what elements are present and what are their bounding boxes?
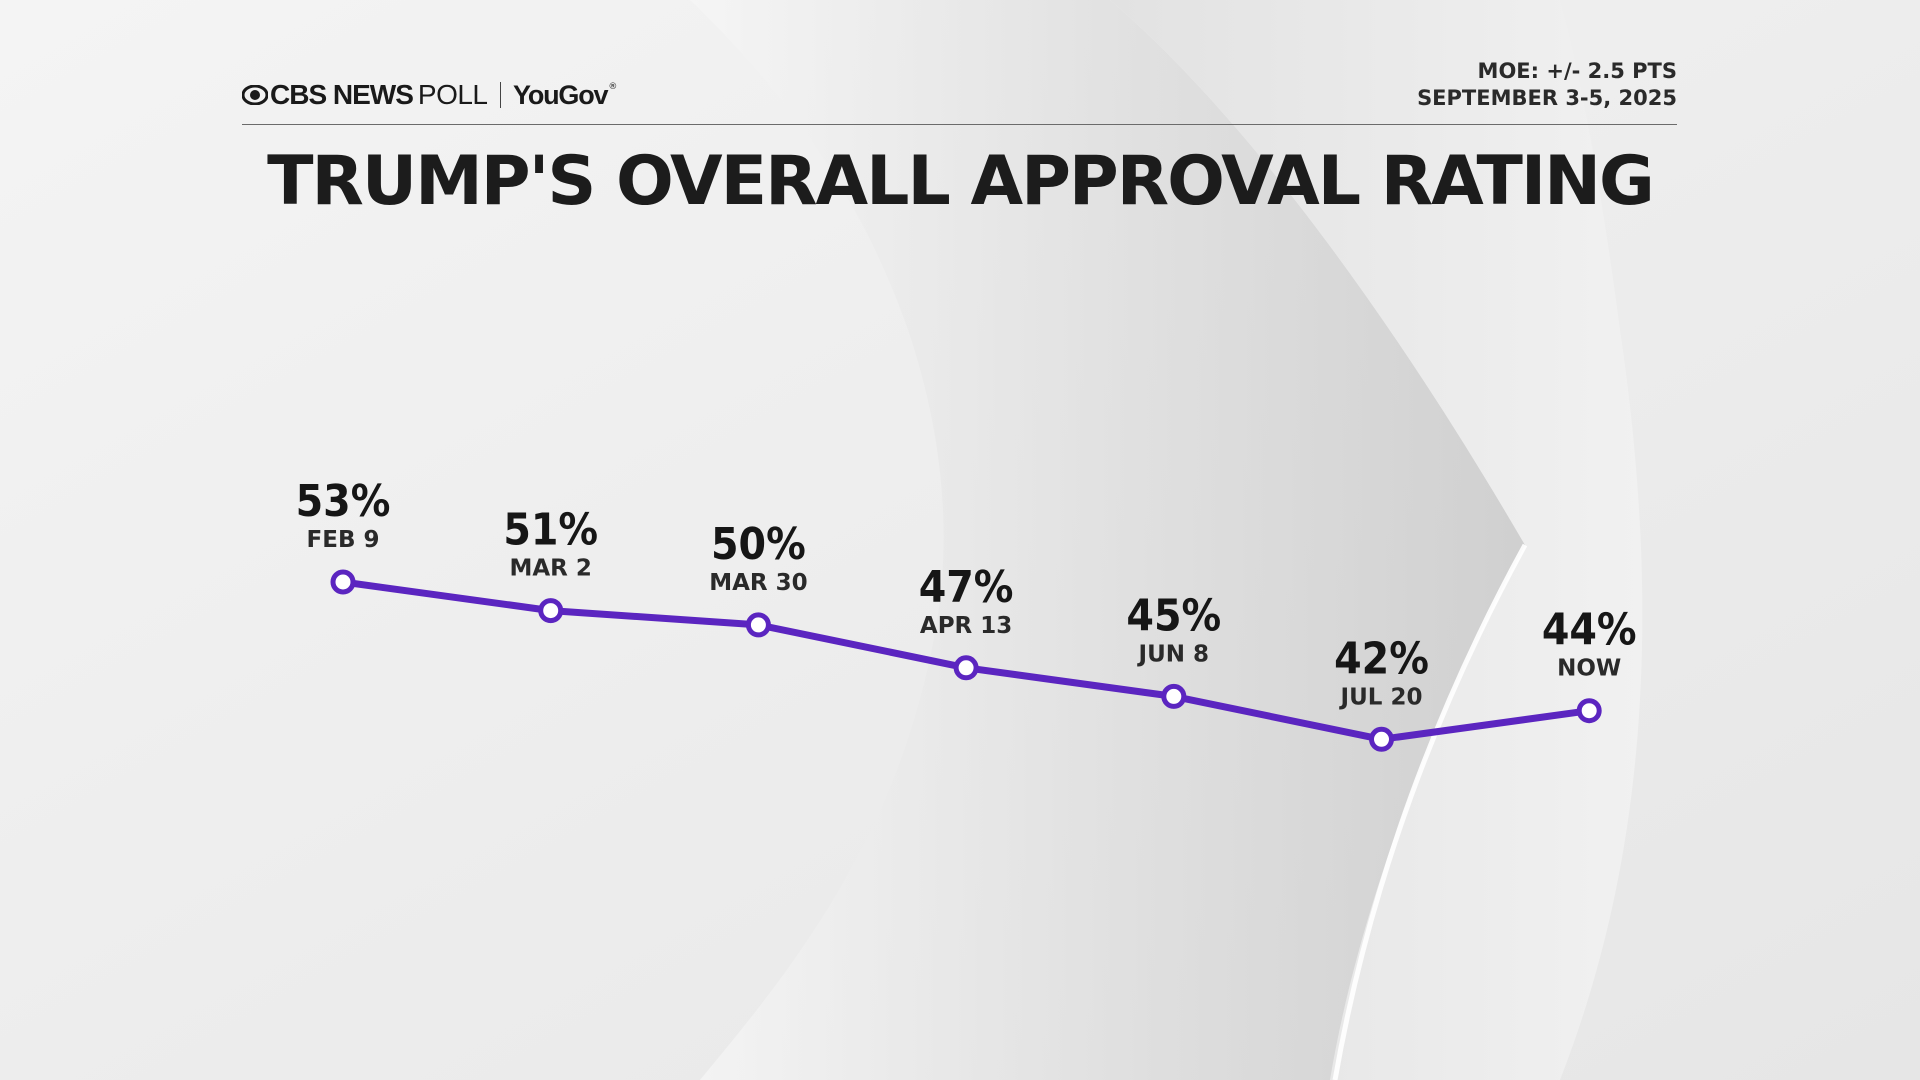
date-label-0: FEB 9 [307, 527, 380, 553]
data-point-1 [538, 598, 564, 624]
value-label-3: 47% [919, 562, 1014, 613]
date-label-2: MAR 30 [709, 570, 807, 596]
registered-mark-icon: ® [608, 82, 618, 92]
date-label-1: MAR 2 [509, 556, 591, 582]
header-bar: CBS NEWS POLL YouGov ® MOE: +/- 2.5 PTS S… [242, 58, 1677, 125]
data-point-6 [1576, 698, 1602, 724]
chart-title: TRUMP'S OVERALL APPROVAL RATING [267, 142, 1655, 221]
value-label-4: 45% [1126, 590, 1221, 641]
date-label-3: APR 13 [920, 613, 1012, 639]
value-label-5: 42% [1334, 633, 1429, 684]
cbs-eye-icon [242, 85, 268, 105]
date-label-5: JUL 20 [1339, 684, 1423, 710]
brand-cbs-news: CBS NEWS [270, 79, 414, 110]
data-point-5 [1369, 726, 1394, 752]
brand-yougov: YouGov [513, 79, 609, 110]
poll-dates: SEPTEMBER 3-5, 2025 [1417, 86, 1677, 110]
data-point-3 [953, 655, 979, 681]
data-point-4 [1161, 683, 1187, 709]
value-label-0: 53% [296, 476, 391, 527]
data-point-2 [745, 612, 771, 638]
date-label-6: NOW [1557, 656, 1621, 682]
brand-divider [499, 82, 502, 108]
date-label-4: JUN 8 [1137, 641, 1210, 667]
brand-logo: CBS NEWS POLL YouGov ® [242, 79, 618, 110]
brand-poll: POLL [417, 79, 488, 110]
poll-meta: MOE: +/- 2.5 PTS SEPTEMBER 3-5, 2025 [1417, 58, 1677, 112]
value-label-2: 50% [711, 519, 806, 570]
value-label-1: 51% [503, 505, 598, 556]
margin-of-error: MOE: +/- 2.5 PTS [1477, 59, 1677, 83]
data-point-0 [330, 569, 356, 595]
value-label-6: 44% [1542, 605, 1637, 656]
